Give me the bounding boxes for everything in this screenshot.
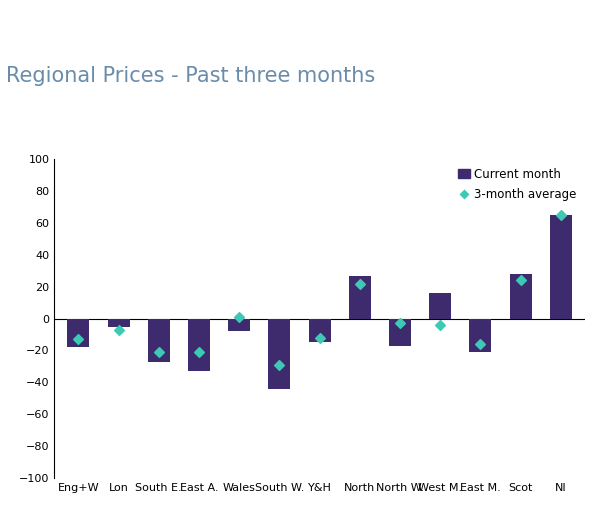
Bar: [469, 319, 491, 352]
Point: [516, 276, 525, 285]
Point: [435, 321, 445, 329]
Point: [235, 313, 244, 321]
Bar: [188, 319, 210, 371]
Point: [114, 326, 124, 334]
Bar: [389, 319, 411, 346]
Bar: [268, 319, 291, 389]
Bar: [349, 276, 371, 319]
Text: Regional Prices - Past three months: Regional Prices - Past three months: [6, 66, 375, 87]
Bar: [510, 274, 532, 319]
Bar: [228, 319, 250, 331]
Bar: [148, 319, 170, 362]
Bar: [309, 319, 330, 342]
Bar: [429, 293, 451, 319]
Point: [154, 348, 163, 356]
Point: [194, 348, 204, 356]
Point: [74, 335, 83, 344]
Point: [476, 340, 485, 348]
Legend: Current month, 3-month average: Current month, 3-month average: [455, 165, 579, 203]
Point: [556, 211, 566, 219]
Bar: [107, 319, 130, 327]
Bar: [550, 215, 572, 319]
Text: Regional Breakdown - Prices - Last 3 Months: Regional Breakdown - Prices - Last 3 Mon…: [152, 135, 466, 149]
Bar: [68, 319, 89, 347]
Point: [274, 361, 284, 369]
Point: [395, 319, 405, 328]
Point: [355, 279, 365, 288]
Point: [315, 333, 324, 342]
Text: Net balance, %, SA: Net balance, %, SA: [60, 137, 171, 147]
